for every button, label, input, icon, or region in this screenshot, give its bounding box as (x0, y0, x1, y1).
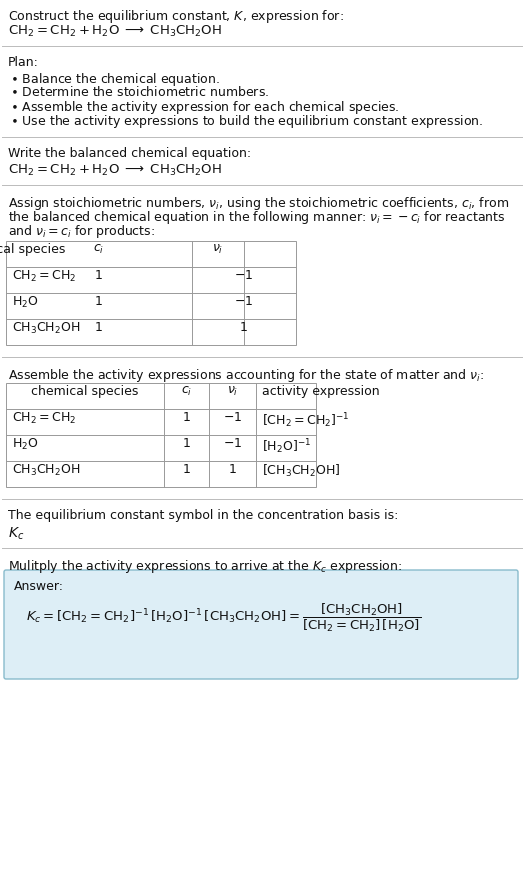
Text: $-1$: $-1$ (234, 295, 254, 308)
Text: $\mathrm{H_2O}$: $\mathrm{H_2O}$ (12, 437, 39, 452)
Text: $K_c$: $K_c$ (8, 526, 24, 542)
Text: $\mathrm{CH_3CH_2OH}$: $\mathrm{CH_3CH_2OH}$ (12, 321, 80, 336)
Text: $\bullet$ Use the activity expressions to build the equilibrium constant express: $\bullet$ Use the activity expressions t… (10, 113, 483, 130)
Text: The equilibrium constant symbol in the concentration basis is:: The equilibrium constant symbol in the c… (8, 509, 398, 522)
Text: $\nu_i$: $\nu_i$ (212, 243, 224, 256)
Text: Answer:: Answer: (14, 580, 64, 593)
Text: 1: 1 (182, 411, 190, 424)
Text: Plan:: Plan: (8, 56, 39, 69)
Text: $\bullet$ Balance the chemical equation.: $\bullet$ Balance the chemical equation. (10, 71, 220, 88)
Text: $K_c = [\mathrm{CH_2{=}CH_2}]^{-1}\,[\mathrm{H_2O}]^{-1}\,[\mathrm{CH_3CH_2OH}] : $K_c = [\mathrm{CH_2{=}CH_2}]^{-1}\,[\ma… (26, 602, 421, 634)
Text: Construct the equilibrium constant, $K$, expression for:: Construct the equilibrium constant, $K$,… (8, 8, 344, 25)
Text: $\bullet$ Determine the stoichiometric numbers.: $\bullet$ Determine the stoichiometric n… (10, 85, 269, 99)
Text: $\mathrm{CH_3CH_2OH}$: $\mathrm{CH_3CH_2OH}$ (12, 463, 80, 478)
Text: $\mathrm{CH_2{=}CH_2 + H_2O \;\longrightarrow\; CH_3CH_2OH}$: $\mathrm{CH_2{=}CH_2 + H_2O \;\longright… (8, 24, 222, 39)
Text: 1: 1 (182, 437, 190, 450)
Text: $\bullet$ Assemble the activity expression for each chemical species.: $\bullet$ Assemble the activity expressi… (10, 99, 399, 116)
Bar (6, 241, 296, 345)
Text: 1: 1 (182, 463, 190, 476)
Text: $\mathrm{CH_2{=}CH_2}$: $\mathrm{CH_2{=}CH_2}$ (12, 269, 77, 284)
Text: $[\mathrm{CH_3CH_2OH}]$: $[\mathrm{CH_3CH_2OH}]$ (262, 463, 340, 480)
Text: $-1$: $-1$ (234, 269, 254, 282)
Text: chemical species: chemical species (31, 385, 139, 398)
Text: $[\mathrm{CH_2{=}CH_2}]^{-1}$: $[\mathrm{CH_2{=}CH_2}]^{-1}$ (262, 411, 350, 430)
FancyBboxPatch shape (4, 570, 518, 679)
Text: $c_i$: $c_i$ (93, 243, 105, 256)
Text: $[\mathrm{H_2O}]^{-1}$: $[\mathrm{H_2O}]^{-1}$ (262, 437, 311, 455)
Text: 1: 1 (95, 321, 103, 334)
Text: $c_i$: $c_i$ (181, 385, 192, 398)
Text: Write the balanced chemical equation:: Write the balanced chemical equation: (8, 147, 251, 160)
Text: 1: 1 (95, 295, 103, 308)
Text: Mulitply the activity expressions to arrive at the $K_c$ expression:: Mulitply the activity expressions to arr… (8, 558, 402, 575)
Text: $\mathrm{CH_2{=}CH_2}$: $\mathrm{CH_2{=}CH_2}$ (12, 411, 77, 426)
Text: Assign stoichiometric numbers, $\nu_i$, using the stoichiometric coefficients, $: Assign stoichiometric numbers, $\nu_i$, … (8, 195, 509, 212)
Text: $\nu_i$: $\nu_i$ (227, 385, 238, 398)
Text: $\mathrm{H_2O}$: $\mathrm{H_2O}$ (12, 295, 39, 310)
Text: 1: 1 (95, 269, 103, 282)
Text: 1: 1 (228, 463, 236, 476)
Text: Assemble the activity expressions accounting for the state of matter and $\nu_i$: Assemble the activity expressions accoun… (8, 367, 484, 384)
Text: $-1$: $-1$ (223, 437, 242, 450)
Text: activity expression: activity expression (262, 385, 379, 398)
Text: chemical species: chemical species (0, 243, 66, 256)
Text: $-1$: $-1$ (223, 411, 242, 424)
Text: $\mathrm{CH_2{=}CH_2 + H_2O \;\longrightarrow\; CH_3CH_2OH}$: $\mathrm{CH_2{=}CH_2 + H_2O \;\longright… (8, 163, 222, 178)
Text: the balanced chemical equation in the following manner: $\nu_i = -c_i$ for react: the balanced chemical equation in the fo… (8, 209, 506, 226)
Bar (6, 383, 316, 487)
Text: and $\nu_i = c_i$ for products:: and $\nu_i = c_i$ for products: (8, 223, 155, 240)
Text: 1: 1 (240, 321, 248, 334)
